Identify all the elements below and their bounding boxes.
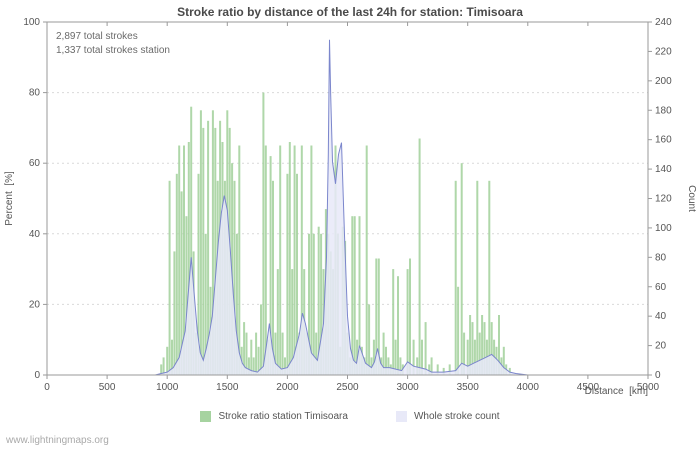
svg-text:240: 240 <box>655 17 672 28</box>
x-axis-label: Distance [km] <box>584 386 648 397</box>
legend-label-stroke-ratio: Stroke ratio station Timisoara <box>218 411 348 422</box>
svg-text:500: 500 <box>99 382 116 393</box>
legend-label-whole-stroke-count: Whole stroke count <box>413 411 500 422</box>
svg-text:20: 20 <box>29 299 41 310</box>
svg-text:40: 40 <box>655 311 667 322</box>
total-strokes-annotation: 2,897 total strokes <box>56 31 138 42</box>
whole-stroke-count-swatch-icon <box>395 411 407 422</box>
svg-text:0: 0 <box>44 382 50 393</box>
watermark: www.lightningmaps.org <box>6 435 109 446</box>
chart-title: Stroke ratio by distance of the last 24h… <box>177 5 523 19</box>
svg-text:180: 180 <box>655 105 672 116</box>
svg-text:40: 40 <box>29 229 41 240</box>
svg-text:2500: 2500 <box>336 382 359 393</box>
svg-text:80: 80 <box>655 252 667 263</box>
svg-text:220: 220 <box>655 46 672 57</box>
svg-text:60: 60 <box>29 158 41 169</box>
legend-item-whole-stroke-count: Whole stroke count <box>395 411 500 422</box>
svg-text:120: 120 <box>655 194 672 205</box>
svg-text:1500: 1500 <box>216 382 239 393</box>
svg-text:200: 200 <box>655 76 672 87</box>
svg-text:5000: 5000 <box>637 382 660 393</box>
chart-plot-canvas: 0 500 1000 1500 2000 2500 3000 3500 4000 4500 5000… <box>4 17 697 393</box>
svg-text:20: 20 <box>655 341 667 352</box>
svg-text:60: 60 <box>655 282 667 293</box>
svg-text:100: 100 <box>655 223 672 234</box>
stroke-ratio-swatch-icon <box>200 411 212 422</box>
svg-text:3500: 3500 <box>457 382 480 393</box>
svg-text:80: 80 <box>29 88 41 99</box>
svg-text:140: 140 <box>655 164 672 175</box>
svg-text:160: 160 <box>655 135 672 146</box>
chart-legend: Stroke ratio station Timisoara Whole str… <box>0 411 700 422</box>
total-strokes-station-annotation: 1,337 total strokes station <box>56 45 170 56</box>
svg-text:0: 0 <box>655 370 661 381</box>
svg-text:4500: 4500 <box>577 382 600 393</box>
svg-text:3000: 3000 <box>396 382 419 393</box>
svg-text:0: 0 <box>34 370 40 381</box>
legend-item-stroke-ratio: Stroke ratio station Timisoara <box>200 411 348 422</box>
chart-annotations: 2,897 total strokes 1,337 total strokes … <box>56 30 170 58</box>
svg-text:1000: 1000 <box>156 382 179 393</box>
svg-text:Percent [%]: Percent [%] <box>4 171 15 226</box>
svg-text:4000: 4000 <box>517 382 540 393</box>
svg-text:Count: Count <box>686 185 697 212</box>
svg-text:100: 100 <box>23 17 40 28</box>
svg-text:2000: 2000 <box>276 382 299 393</box>
